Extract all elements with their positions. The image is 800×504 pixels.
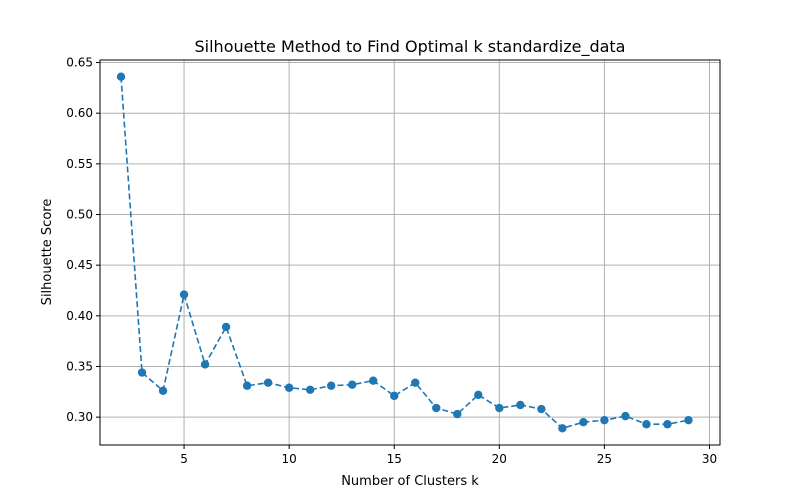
data-point-k4 — [158, 386, 168, 395]
y-tick-label: 0.60 — [66, 106, 93, 120]
data-point-k22 — [537, 404, 546, 414]
data-point-k7 — [221, 322, 231, 332]
x-axis-label: Number of Clusters k — [341, 474, 479, 489]
data-point-k14 — [369, 376, 378, 385]
x-tick-label: 30 — [702, 452, 717, 466]
x-tick-label: 5 — [180, 452, 188, 466]
data-point-k17 — [432, 403, 441, 413]
data-point-k8 — [242, 381, 252, 390]
data-point-k29 — [684, 415, 693, 425]
data-point-k9 — [263, 378, 273, 387]
data-point-k23 — [558, 424, 567, 433]
chart-title: Silhouette Method to Find Optimal k stan… — [195, 37, 626, 57]
data-point-k15 — [390, 391, 399, 401]
plot-frame — [99, 59, 721, 446]
y-axis-label: Silhouette Score — [40, 199, 55, 306]
data-point-k20 — [495, 403, 504, 413]
data-point-k19 — [474, 390, 483, 400]
data-point-k10 — [284, 383, 294, 392]
data-point-k5 — [179, 290, 189, 299]
data-point-k16 — [411, 378, 420, 387]
series-marker-layer — [116, 72, 693, 433]
data-point-k6 — [200, 360, 210, 369]
data-point-k18 — [453, 409, 462, 419]
y-tick-label: 0.45 — [66, 258, 93, 272]
y-tick-label: 0.65 — [66, 56, 93, 70]
y-tick-label: 0.55 — [66, 157, 93, 171]
tick-layer: 5 10 15 20 25 30 0.30 0.35 0.40 0.45 0.50 0.55 0.60 0… — [66, 56, 717, 466]
y-tick-label: 0.30 — [66, 410, 93, 424]
series-line-layer — [120, 76, 689, 430]
data-point-k25 — [600, 415, 609, 425]
y-tick-label: 0.50 — [66, 208, 93, 222]
data-point-k28 — [663, 420, 672, 429]
x-tick-label: 25 — [597, 452, 612, 466]
data-point-k24 — [579, 418, 588, 427]
data-point-k11 — [305, 385, 315, 394]
x-tick-label: 15 — [387, 452, 402, 466]
data-point-k13 — [348, 380, 357, 389]
data-point-k21 — [516, 400, 525, 410]
data-point-k26 — [621, 411, 630, 421]
y-tick-label: 0.40 — [66, 309, 93, 323]
series-line — [120, 76, 689, 430]
data-point-k27 — [642, 420, 651, 429]
data-point-k2 — [116, 72, 126, 81]
y-tick-label: 0.35 — [66, 359, 93, 373]
data-point-k3 — [137, 368, 147, 377]
plot-background — [100, 60, 720, 445]
grid-layer — [100, 60, 720, 445]
x-tick-label: 10 — [282, 452, 297, 466]
x-tick-label: 20 — [492, 452, 507, 466]
data-point-k12 — [326, 381, 336, 390]
